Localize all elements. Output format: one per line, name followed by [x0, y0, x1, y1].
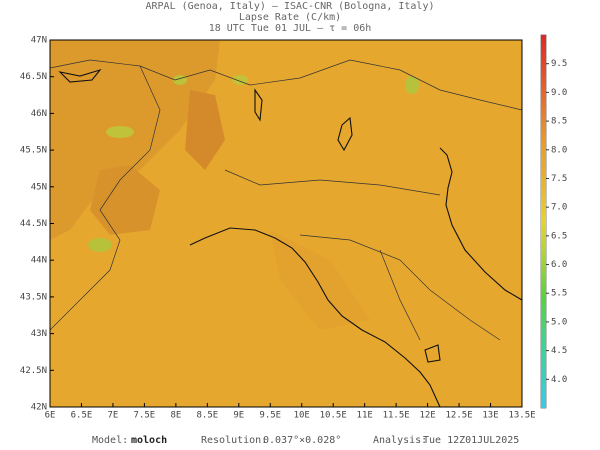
lon-tick-label: 10E	[294, 411, 310, 421]
field-region	[50, 40, 220, 240]
lon-tick-label: 10.5E	[320, 411, 347, 421]
lon-tick-label: 12.5E	[446, 411, 473, 421]
lon-tick-label: 11.5E	[383, 411, 410, 421]
colorbar-tick-label: 9.0	[551, 88, 567, 98]
lon-tick-label: 6.5E	[71, 411, 93, 421]
lon-tick-label: 7.5E	[134, 411, 156, 421]
lat-tick-label: 47N	[31, 36, 47, 46]
lake	[337, 116, 353, 152]
field-region	[185, 90, 225, 170]
colorbar-tick-label: 5.5	[551, 289, 567, 299]
border-line	[299, 234, 501, 341]
colorbar-tick-label: 5.0	[551, 317, 567, 327]
lat-tick-label: 44N	[31, 256, 47, 266]
lat-tick-label: 42.5N	[20, 366, 47, 376]
lon-tick-label: 9.5E	[259, 411, 281, 421]
lon-tick-label: 13E	[482, 411, 498, 421]
border-line	[224, 169, 441, 196]
lat-tick-label: 46.5N	[20, 72, 47, 82]
footer-value: 0.037°×0.028°	[263, 435, 341, 446]
lat-tick-label: 45N	[31, 182, 47, 192]
lat-tick-label: 43N	[31, 329, 47, 339]
border-line	[49, 59, 523, 111]
colorbar-tick-label: 6.0	[551, 260, 567, 270]
borders	[49, 59, 523, 341]
border-line	[379, 249, 421, 341]
lon-tick-label: 7E	[108, 411, 119, 421]
lon-tick-label: 13.5E	[508, 411, 535, 421]
header-line: ARPAL (Genoa, Italy) – ISAC-CNR (Bologna…	[146, 1, 435, 12]
lat-tick-label: 42N	[31, 403, 47, 413]
footer-label: Analysis:	[373, 435, 427, 446]
colorbar-tick-label: 7.0	[551, 203, 567, 213]
footer-label: Model:	[92, 435, 128, 446]
lon-tick-label: 12E	[419, 411, 435, 421]
field-region	[90, 165, 160, 235]
coastline	[189, 227, 441, 408]
colorbar-tick-label: 6.5	[551, 231, 567, 241]
lon-tick-label: 11E	[357, 411, 373, 421]
map-field	[50, 40, 522, 407]
footer-value: moloch	[131, 435, 167, 446]
field-spot	[88, 238, 112, 252]
border-line	[49, 65, 161, 331]
lat-tick-label: 45.5N	[20, 146, 47, 156]
lon-tick-label: 8E	[170, 411, 181, 421]
colorbar-tick-label: 7.5	[551, 174, 567, 184]
header-line: Lapse Rate (C/km)	[239, 12, 341, 23]
field-spot	[405, 76, 419, 94]
lon-tick-label: 6E	[45, 411, 56, 421]
lake	[254, 88, 263, 122]
colorbar-tick-label: 4.0	[551, 375, 567, 385]
lat-tick-label: 43.5N	[20, 292, 47, 302]
field-spot	[106, 126, 134, 138]
lon-tick-label: 9E	[233, 411, 244, 421]
colorbar-tick-label: 8.0	[551, 145, 567, 155]
colorbar-tick-label: 9.5	[551, 59, 567, 69]
colorbar	[541, 35, 546, 408]
lat-tick-label: 46N	[31, 109, 47, 119]
colorbar-tick-label: 4.5	[551, 346, 567, 356]
coastlines	[58, 68, 523, 408]
lon-tick-label: 8.5E	[196, 411, 218, 421]
footer-label: Resolution:	[201, 435, 267, 446]
header-line: 18 UTC Tue 01 JUL – τ = 06h	[209, 23, 372, 34]
field-region	[270, 230, 370, 330]
coastline	[439, 147, 523, 301]
lake	[58, 68, 102, 83]
lake	[424, 344, 441, 363]
lat-tick-label: 44.5N	[20, 219, 47, 229]
footer-value: Tue 12Z01JUL2025	[423, 435, 519, 446]
colorbar-tick-label: 8.5	[551, 117, 567, 127]
